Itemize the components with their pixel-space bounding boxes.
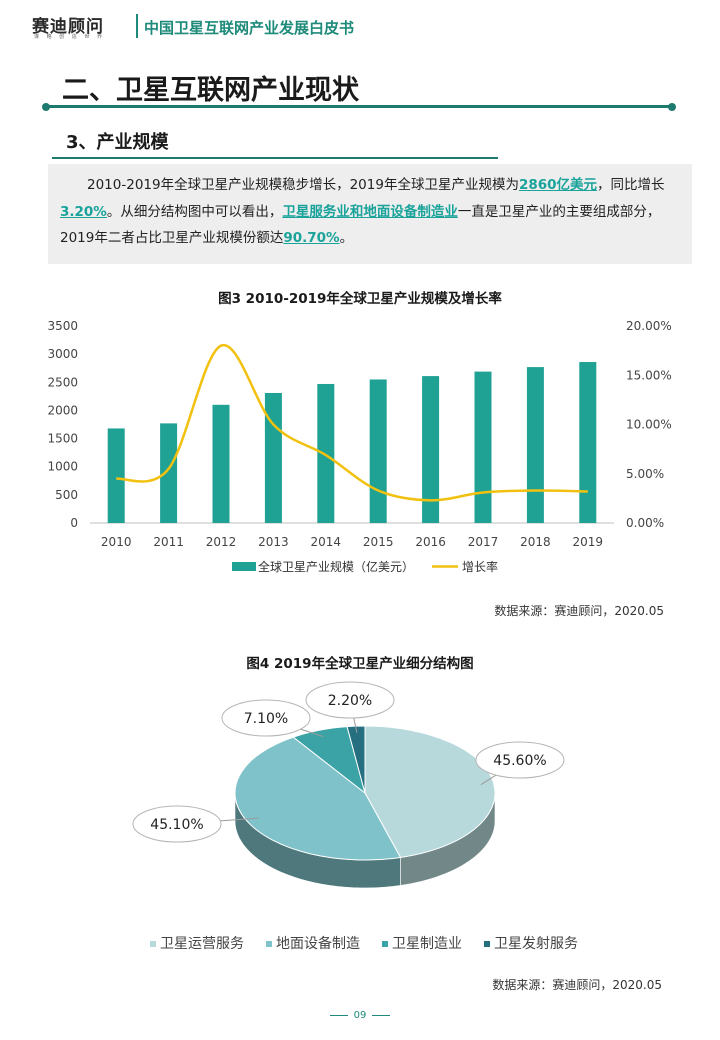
bar xyxy=(107,428,125,523)
bar xyxy=(422,376,440,523)
y-left-tick-label: 3500 xyxy=(47,319,78,333)
bar xyxy=(317,383,335,523)
bar xyxy=(474,371,492,523)
footer-line-left xyxy=(329,1014,348,1016)
callout-bubble xyxy=(475,741,565,779)
document-title: 中国卫星互联网产业发展白皮书 xyxy=(144,19,355,37)
y-left-tick-label: 3000 xyxy=(47,347,78,361)
pie-value-label: 45.10% xyxy=(150,817,203,833)
x-tick-label: 2013 xyxy=(258,535,289,549)
figure4-title: 图4 2019年全球卫星产业细分结构图 xyxy=(246,656,474,672)
pie-value-label: 2.20% xyxy=(328,693,372,709)
legend-swatch-scale xyxy=(232,562,256,571)
summary-paragraph: 2010-2019年全球卫星产业规模稳步增长，2019年全球卫星产业规模为286… xyxy=(48,164,692,264)
page-number: 09 xyxy=(353,1010,367,1021)
section-underline xyxy=(46,105,674,108)
pie-slice xyxy=(364,725,496,859)
bar xyxy=(160,423,178,523)
pie-slice xyxy=(234,736,402,861)
para-text-5: 。 xyxy=(339,230,354,246)
y-right-tick-label: 10.00% xyxy=(626,418,672,432)
section-title: 二、卫星互联网产业现状 xyxy=(62,75,359,106)
legend-swatch xyxy=(484,941,490,947)
para-text-3: 。从细分结构图中可以看出， xyxy=(106,203,283,220)
footer-line-right xyxy=(372,1014,391,1016)
y-right-tick-label: 5.00% xyxy=(626,467,664,481)
para-text-4: 一直是卫星产业的主要组成部分，2019年二者占比卫星产业规模份额达 xyxy=(60,203,661,247)
x-tick-label: 2019 xyxy=(573,535,604,549)
pie-chart: 45.60% 45.10% 7.10% 2.20% 卫星运营服务 地面设备制造 卫星制造业 卫… xyxy=(132,681,578,952)
page-footer: 09 xyxy=(0,1010,720,1021)
header-divider xyxy=(136,14,138,38)
x-tick-label: 2017 xyxy=(468,535,499,549)
legend-label: 卫星运营服务 xyxy=(160,936,244,952)
callout-bubble xyxy=(305,681,395,719)
logo-tagline: 谋 略 创 造 世 界 xyxy=(34,34,105,40)
x-tick-label: 2018 xyxy=(520,535,551,549)
figure3-title: 图3 2010-2019年全球卫星产业规模及增长率 xyxy=(218,291,502,307)
y-left-tick-label: 2500 xyxy=(47,375,78,389)
legend-swatch xyxy=(266,941,272,947)
figure3-source: 数据来源：赛迪顾问，2020.05 xyxy=(494,604,664,618)
pie-value-label: 45.60% xyxy=(493,753,546,769)
y-left-tick-label: 0 xyxy=(70,516,78,530)
y-right-tick-label: 0.00% xyxy=(626,516,664,530)
highlight-growth-rate: 3.20% xyxy=(60,203,107,220)
page-header: 赛迪顾问 谋 略 创 造 世 界 中国卫星互联网产业发展白皮书 xyxy=(28,10,708,46)
subsection-title: 3、产业规模 xyxy=(66,132,169,153)
figure4-source: 数据来源：赛迪顾问，2020.05 xyxy=(492,978,662,992)
y-left-tick-label: 500 xyxy=(55,488,78,502)
bar xyxy=(526,367,544,523)
y-right-tick-label: 20.00% xyxy=(626,319,672,333)
x-tick-label: 2014 xyxy=(311,535,342,549)
x-tick-label: 2016 xyxy=(415,535,446,549)
bar-line-chart: 0 500 1000 1500 2000 2500 3000 3500 0.00% 5.00% 10… xyxy=(47,319,672,574)
bar xyxy=(212,404,230,523)
legend-label-growth: 增长率 xyxy=(462,559,498,574)
y-right-tick-label: 15.00% xyxy=(626,368,672,382)
underline-dot-left xyxy=(42,102,50,111)
subsection-underline xyxy=(52,157,498,159)
bar xyxy=(369,379,387,523)
underline-dot-right xyxy=(668,102,676,111)
x-tick-label: 2010 xyxy=(101,535,132,549)
x-tick-label: 2015 xyxy=(363,535,394,549)
legend-swatch xyxy=(150,941,156,947)
callout-bubble xyxy=(132,805,222,843)
para-text-1: 2010-2019年全球卫星产业规模稳步增长，2019年全球卫星产业规模为 xyxy=(87,177,519,193)
legend-swatch xyxy=(382,941,388,947)
y-left-tick-label: 2000 xyxy=(47,403,78,417)
para-text-2: ，同比增长 xyxy=(597,177,665,193)
y-left-tick-label: 1000 xyxy=(47,460,78,474)
growth-rate-line xyxy=(115,344,588,502)
x-tick-label: 2011 xyxy=(153,535,184,549)
logo: 赛迪顾问 xyxy=(32,17,104,37)
highlight-market-size: 2860亿美元 xyxy=(518,177,598,193)
pie-value-label: 7.10% xyxy=(244,711,288,727)
highlight-main-segments: 卫星服务业和地面设备制造业 xyxy=(282,203,458,220)
callout-bubble xyxy=(221,699,311,737)
legend-label-scale: 全球卫星产业规模（亿美元） xyxy=(258,559,414,574)
legend-label: 地面设备制造 xyxy=(276,935,360,952)
x-tick-label: 2012 xyxy=(206,535,237,549)
highlight-share: 90.70% xyxy=(283,230,340,246)
legend-label: 卫星发射服务 xyxy=(494,936,578,952)
y-left-tick-label: 1500 xyxy=(47,432,78,446)
bar xyxy=(264,392,282,523)
bar xyxy=(579,362,597,523)
legend-label: 卫星制造业 xyxy=(392,936,462,952)
